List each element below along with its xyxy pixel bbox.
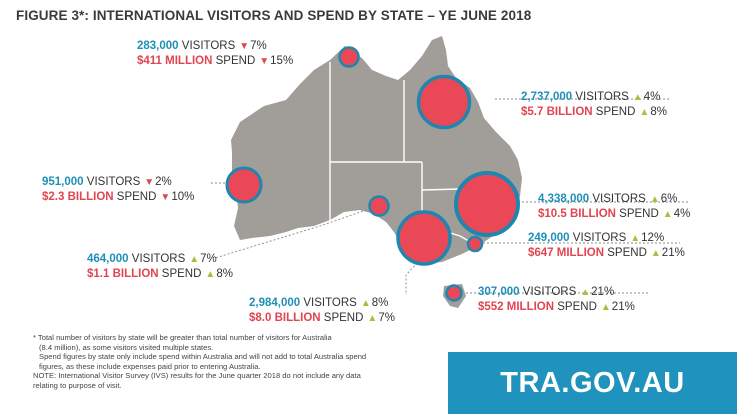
nt-visitors-change: 7%	[250, 40, 267, 52]
triangle-up-icon: ▲	[650, 248, 661, 259]
bubble-tas	[445, 284, 463, 302]
label-nsw: 4,338,000 VISITORS ▲6% $10.5 BILLION SPEN…	[538, 192, 690, 222]
footnote-line: Spend figures by state only include spen…	[39, 352, 367, 362]
wa-visitors-value: 951,000	[42, 176, 84, 188]
vic-spend-value: $8.0 BILLION	[249, 312, 321, 324]
triangle-up-icon: ▲	[189, 254, 200, 265]
triangle-up-icon: ▲	[367, 313, 378, 324]
vic-visitors-change: 8%	[371, 297, 389, 309]
nt-spend-change: 15%	[270, 55, 294, 67]
sa-visitors-word: VISITORS	[131, 253, 186, 265]
wa-visitors-word: VISITORS	[86, 176, 141, 188]
bubble-nsw	[454, 171, 520, 237]
tas-visitors-word: VISITORS	[522, 286, 577, 298]
triangle-down-icon: ▼	[160, 192, 171, 203]
triangle-down-icon: ▼	[259, 56, 270, 67]
footnote-line: (8.4 million), as some visitors visited …	[39, 342, 214, 352]
figure-title: FIGURE 3*: INTERNATIONAL VISITORS AND SP…	[16, 8, 532, 23]
triangle-up-icon: ▲	[205, 269, 216, 280]
bubble-qld	[416, 74, 472, 130]
qld-spend-word: SPEND	[595, 106, 636, 118]
sa-visitors-value: 464,000	[87, 253, 129, 265]
nt-visitors-word: VISITORS	[181, 40, 236, 52]
sa-spend-word: SPEND	[161, 268, 202, 280]
vic-visitors-value: 2,984,000	[249, 297, 301, 309]
act-visitors-value: 249,000	[528, 232, 570, 244]
qld-visitors-word: VISITORS	[575, 91, 629, 103]
footnote: * Total number of visitors by state will…	[33, 333, 433, 391]
triangle-up-icon: ▲	[360, 298, 371, 309]
nsw-spend-word: SPEND	[619, 208, 659, 220]
qld-spend-value: $5.7 BILLION	[521, 106, 593, 118]
bubble-vic	[396, 210, 452, 266]
triangle-up-icon: ▲	[630, 233, 641, 244]
act-visitors-change: 12%	[641, 232, 665, 244]
tas-spend-value: $552 MILLION	[478, 301, 555, 313]
triangle-down-icon: ▼	[239, 41, 250, 52]
wa-spend-change: 10%	[171, 191, 195, 203]
act-spend-change: 21%	[661, 247, 685, 259]
nsw-visitors-value: 4,338,000	[538, 193, 590, 205]
sa-spend-change: 8%	[216, 268, 233, 280]
nt-visitors-value: 283,000	[137, 40, 179, 52]
leader-lines	[210, 98, 690, 295]
bubble-sa	[368, 195, 390, 217]
bubble-act	[466, 235, 484, 253]
nt-spend-value: $411 MILLION	[137, 55, 213, 67]
vic-spend-word: SPEND	[323, 312, 364, 324]
label-nt: 283,000 VISITORS ▼7% $411 MILLION SPEND ▼1…	[137, 39, 293, 69]
triangle-down-icon: ▼	[144, 177, 155, 188]
vic-visitors-word: VISITORS	[303, 297, 357, 309]
tas-visitors-change: 21%	[591, 286, 615, 298]
triangle-up-icon: ▲	[632, 92, 643, 103]
wa-spend-value: $2.3 BILLION	[42, 191, 114, 203]
wa-spend-word: SPEND	[116, 191, 157, 203]
triangle-up-icon: ▲	[662, 209, 673, 220]
bubble-layer	[225, 46, 520, 302]
act-spend-value: $647 MILLION	[528, 247, 605, 259]
triangle-up-icon: ▲	[639, 107, 650, 118]
bubble-nt	[338, 46, 360, 68]
nsw-visitors-change: 6%	[660, 193, 678, 205]
footnote-note: relating to purpose of visit.	[33, 380, 122, 390]
tas-spend-change: 21%	[611, 301, 635, 313]
nsw-spend-change: 4%	[673, 208, 691, 220]
triangle-up-icon: ▲	[649, 194, 660, 205]
footnote-note: NOTE: International Visitor Survey (IVS)…	[33, 371, 361, 381]
act-visitors-word: VISITORS	[572, 232, 627, 244]
act-spend-word: SPEND	[607, 247, 647, 259]
label-act: 249,000 VISITORS ▲12% $647 MILLION SPEND ▲…	[528, 231, 685, 261]
brand-link[interactable]: TRA.GOV.AU	[500, 366, 685, 399]
vic-spend-change: 7%	[378, 312, 395, 324]
triangle-up-icon: ▲	[580, 287, 591, 298]
qld-visitors-change: 4%	[643, 91, 661, 103]
tas-spend-word: SPEND	[557, 301, 597, 313]
label-vic: 2,984,000 VISITORS ▲8% $8.0 BILLION SPEND…	[249, 296, 395, 326]
footnote-line: figures, as these include expenses paid …	[39, 361, 261, 371]
nt-spend-word: SPEND	[215, 55, 256, 67]
tas-visitors-value: 307,000	[478, 286, 520, 298]
qld-spend-change: 8%	[650, 106, 667, 118]
qld-visitors-value: 2,737,000	[521, 91, 573, 103]
footnote-line: * Total number of visitors by state will…	[33, 333, 332, 342]
sa-visitors-change: 7%	[200, 253, 217, 265]
label-qld: 2,737,000 VISITORS ▲4% $5.7 BILLION SPEND…	[521, 90, 667, 120]
nsw-spend-value: $10.5 BILLION	[538, 208, 616, 220]
label-tas: 307,000 VISITORS ▲21% $552 MILLION SPEND ▲…	[478, 285, 635, 315]
nsw-visitors-word: VISITORS	[592, 193, 646, 205]
sa-spend-value: $1.1 BILLION	[87, 268, 159, 280]
label-sa: 464,000 VISITORS ▲7% $1.1 BILLION SPEND ▲8…	[87, 252, 233, 282]
brand-banner[interactable]: TRA.GOV.AU	[448, 352, 737, 414]
wa-visitors-change: 2%	[155, 176, 172, 188]
label-wa: 951,000 VISITORS ▼2% $2.3 BILLION SPEND ▼1…	[42, 175, 194, 205]
triangle-up-icon: ▲	[600, 302, 611, 313]
bubble-wa	[225, 166, 263, 204]
